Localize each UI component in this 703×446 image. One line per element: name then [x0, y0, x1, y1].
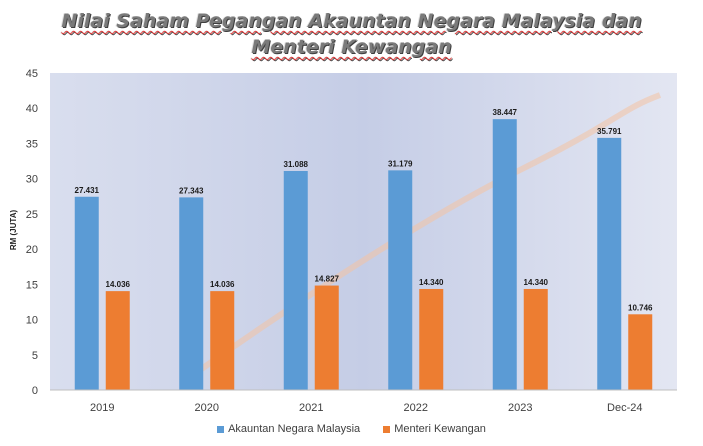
x-tick-label: 2023 [508, 402, 532, 414]
data-label: 27.343 [179, 186, 204, 195]
bar-series-1 [492, 119, 517, 391]
legend-swatch-2 [383, 425, 391, 433]
y-tick-label: 5 [32, 350, 38, 362]
legend: Akauntan Negara Malaysia Menteri Kewanga… [0, 423, 703, 436]
x-axis: 2019 2020 2021 2022 2023 Dec-24 [50, 389, 677, 414]
y-tick-label: 35 [26, 138, 38, 150]
x-tick-label: Dec-24 [607, 402, 642, 414]
y-tick-label: 25 [26, 209, 38, 221]
chart-title-line-2: Menteri Kewangan [251, 36, 452, 58]
background-trend-arrow [198, 92, 662, 373]
legend-item-2: Menteri Kewangan [383, 423, 486, 435]
y-tick-label: 15 [26, 279, 38, 291]
y-axis: 0 5 10 15 20 25 30 35 40 45 [26, 68, 38, 397]
chart-title: Nilai Saham Pegangan Akauntan Negara Mal… [0, 8, 703, 60]
bar-series-1 [388, 170, 413, 390]
bar-series-1 [74, 196, 99, 390]
legend-item-1: Akauntan Negara Malaysia [217, 423, 360, 435]
bar-series-1 [283, 171, 308, 390]
data-label: 14.827 [315, 275, 340, 284]
y-tick-label: 45 [26, 68, 38, 80]
bars: 27.431 14.036 27.343 14.036 31.088 14.827 31.1… [74, 108, 653, 391]
x-tick-label: 2020 [195, 402, 219, 414]
y-tick-label: 10 [26, 315, 38, 327]
x-tick-label: 2022 [404, 402, 428, 414]
data-label: 38.447 [493, 108, 518, 117]
legend-label-2: Menteri Kewangan [394, 423, 486, 435]
y-tick-label: 40 [26, 103, 38, 115]
bar-series-2 [419, 288, 444, 390]
legend-label-1: Akauntan Negara Malaysia [228, 423, 361, 435]
plot-area [50, 73, 677, 390]
data-label: 10.746 [628, 303, 653, 312]
bar-series-2 [105, 291, 130, 390]
y-tick-label: 20 [26, 244, 38, 256]
y-tick-label: 0 [32, 385, 38, 397]
data-label: 35.791 [597, 127, 622, 136]
y-axis-label: RM (JUTA) [9, 210, 18, 251]
bar-series-2 [210, 291, 235, 390]
x-tick-label: 2021 [299, 402, 323, 414]
legend-swatch-1 [217, 425, 225, 433]
bar-series-2 [523, 288, 548, 390]
plot-background [50, 73, 677, 390]
bar-series-2 [314, 285, 339, 390]
bar-series-2 [628, 314, 653, 390]
y-tick-label: 30 [26, 174, 38, 186]
data-label: 27.431 [75, 186, 100, 195]
data-label: 31.088 [284, 160, 309, 169]
chart-title-line-1: Nilai Saham Pegangan Akauntan Negara Mal… [61, 10, 642, 32]
data-label: 14.036 [106, 280, 131, 289]
data-label: 14.340 [524, 278, 549, 287]
x-tick-label: 2019 [90, 402, 114, 414]
data-label: 14.340 [419, 278, 444, 287]
bar-series-1 [179, 197, 204, 390]
data-label: 31.179 [388, 159, 413, 168]
data-label: 14.036 [210, 280, 235, 289]
bar-series-1 [597, 137, 622, 390]
